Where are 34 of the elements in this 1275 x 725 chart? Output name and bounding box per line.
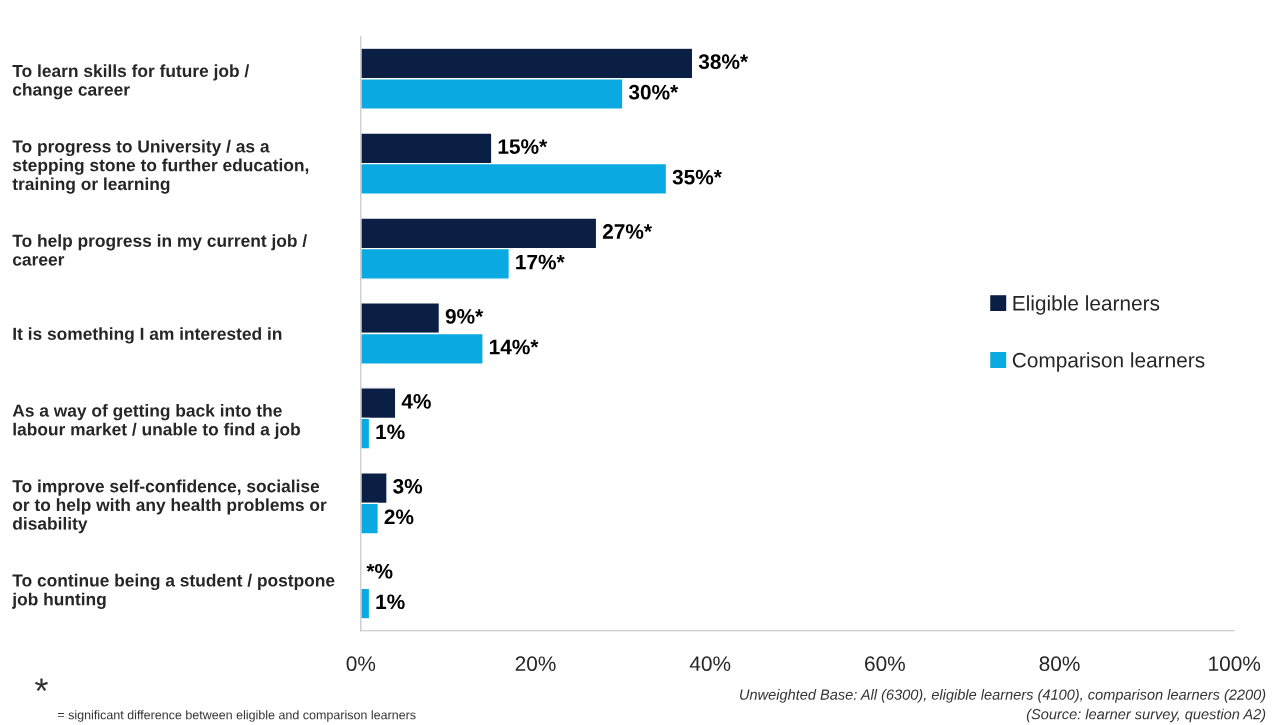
x-tick-label: 40% — [689, 656, 731, 672]
data-label: 30%* — [628, 84, 679, 100]
y-tick-label: To learn skills for future job / change career — [12, 64, 250, 100]
data-label: 17%* — [516, 254, 565, 270]
y-tick-label: To continue being a student / postpone job hunting — [12, 573, 335, 609]
data-label: 35%* — [672, 169, 722, 185]
x-tick-label: 100% — [1209, 656, 1261, 672]
text: Unweighted Base: All (6300), eligible learners (4100), comparison learners (2200) — [740, 689, 1266, 703]
data-label: 1% — [376, 424, 405, 440]
text: = significant difference between eligible and comparison learners — [57, 710, 416, 722]
x-tick-label: 80% — [1039, 656, 1080, 672]
legend-label: Comparison learners — [1012, 352, 1205, 372]
text: * — [35, 678, 48, 692]
y-tick-label: To help progress in my current job / career — [12, 234, 307, 266]
bar — [360, 587, 371, 620]
y-tick-label: It is something I am interested in — [13, 327, 282, 344]
y-tick-label: To progress to University / as a stepping stone to further education, training or learning — [12, 139, 309, 194]
x-tick-label: 0% — [346, 656, 376, 672]
x-tick-label: 60% — [865, 656, 905, 672]
data-label: 9%* — [445, 309, 484, 324]
data-label: 27%* — [602, 224, 652, 239]
data-label: 3% — [393, 478, 423, 494]
y-tick-label: To improve self-confidence, socialise or to help with any health problems or disability — [12, 479, 327, 534]
y-tick-label: As a way of getting back into the labour market / unable to find a job — [12, 404, 300, 439]
data-label: 4% — [401, 394, 431, 409]
data-label: 14%* — [489, 339, 539, 355]
data-label: 15%* — [498, 139, 548, 154]
text: (Source: learner survey, question A2) — [1026, 708, 1266, 723]
text: *% — [366, 563, 393, 579]
data-label: 38%* — [698, 54, 749, 70]
legend-label: Eligible learners — [1013, 295, 1160, 315]
data-label: 1% — [376, 594, 405, 610]
x-tick-label: 20% — [515, 656, 556, 672]
data-label: 2% — [384, 509, 414, 525]
